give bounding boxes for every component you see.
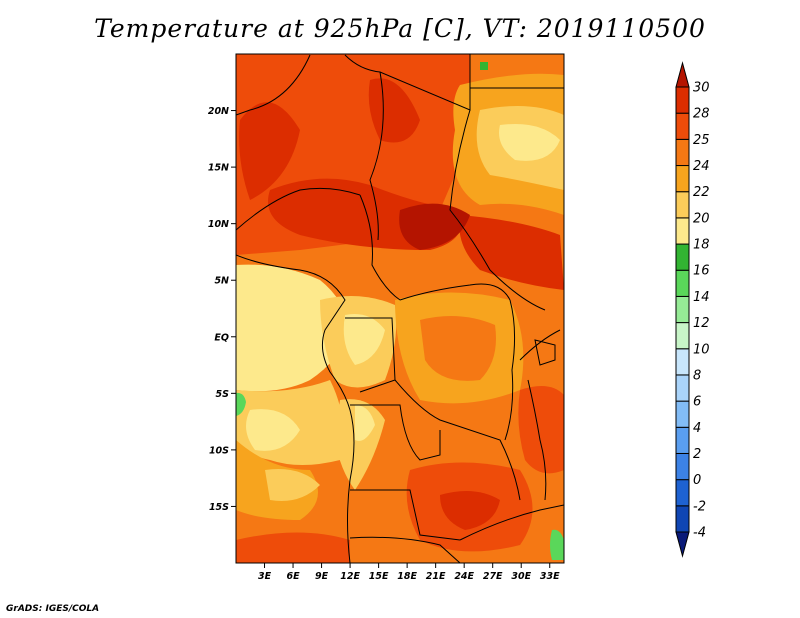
- x-tick-label: 15E: [369, 571, 389, 582]
- colorbar-max-arrow: [675, 61, 690, 88]
- colorbar-box: [675, 505, 690, 533]
- colorbar-label: 12: [693, 316, 710, 331]
- y-tick-label: EQ: [214, 332, 229, 343]
- y-tick-label: 10N: [208, 219, 229, 230]
- x-tick-label: 27E: [483, 571, 503, 582]
- colorbar-box: [675, 426, 690, 454]
- colorbar-box: [675, 138, 690, 167]
- colorbar-label: 2: [693, 447, 701, 462]
- colorbar-label: -2: [693, 499, 706, 514]
- colorbar-box: [675, 479, 690, 507]
- y-tick-label: 15S: [209, 502, 229, 513]
- x-tick-label: 24E: [454, 571, 474, 582]
- colorbar-label: 4: [693, 421, 701, 436]
- x-tick-label: 30E: [511, 571, 531, 582]
- colorbar-box: [675, 374, 690, 402]
- chart-title: Temperature at 925hPa [C], VT: 201911050…: [94, 14, 706, 43]
- colorbar-label: 22: [693, 185, 710, 200]
- y-tick-label: 5N: [214, 276, 229, 287]
- colorbar-label: 14: [693, 290, 710, 305]
- colorbar-box: [675, 269, 690, 297]
- colorbar-box: [675, 165, 690, 193]
- y-axis: 20N 15N 10N 5N EQ 5S 10S 15S: [208, 106, 236, 513]
- credit-label: GrADS: IGES/COLA: [6, 604, 100, 614]
- map-frame: [235, 53, 565, 564]
- x-tick-label: 21E: [426, 571, 446, 582]
- colorbar-label: 16: [693, 264, 710, 279]
- colorbar-label: 8: [693, 368, 701, 383]
- y-tick-label: 10S: [209, 445, 229, 456]
- colorbar-box: [675, 217, 690, 245]
- x-tick-label: 3E: [258, 571, 272, 582]
- x-axis: 3E 6E 9E 12E 15E 18E 21E 24E 27E 30E 33E: [258, 563, 560, 582]
- temperature-field: [236, 54, 564, 563]
- country-borders: [236, 54, 564, 563]
- colorbar-label: 30: [693, 81, 710, 96]
- colorbar-box: [675, 86, 690, 114]
- x-tick-label: 18E: [397, 571, 417, 582]
- x-tick-label: 33E: [540, 571, 560, 582]
- colorbar-label: 10: [693, 342, 710, 357]
- colorbar-box: [675, 243, 690, 271]
- colorbar-min-arrow: [675, 531, 690, 558]
- x-tick-label: 12E: [340, 571, 360, 582]
- colorbar-box: [675, 191, 690, 219]
- x-tick-label: 9E: [315, 571, 329, 582]
- x-tick-label: 6E: [286, 571, 300, 582]
- colorbar-label: 28: [693, 107, 710, 122]
- colorbar-label: 20: [693, 211, 710, 226]
- colorbar-label: 24: [693, 159, 710, 174]
- y-tick-label: 15N: [208, 163, 229, 174]
- y-tick-label: 5S: [216, 389, 230, 400]
- colorbar-label: 25: [693, 133, 710, 148]
- colorbar-box: [675, 348, 690, 376]
- colorbar-label: 18: [693, 238, 710, 253]
- colorbar-box: [675, 322, 690, 350]
- colorbar-box: [675, 452, 690, 481]
- colorbar-box: [675, 295, 690, 324]
- colorbar-box: [675, 112, 690, 140]
- colorbar-label: 6: [693, 395, 701, 410]
- colorbar-label: 0: [693, 473, 701, 488]
- colorbar-label: -4: [693, 526, 706, 541]
- y-tick-label: 20N: [208, 106, 229, 117]
- colorbar-box: [675, 400, 690, 428]
